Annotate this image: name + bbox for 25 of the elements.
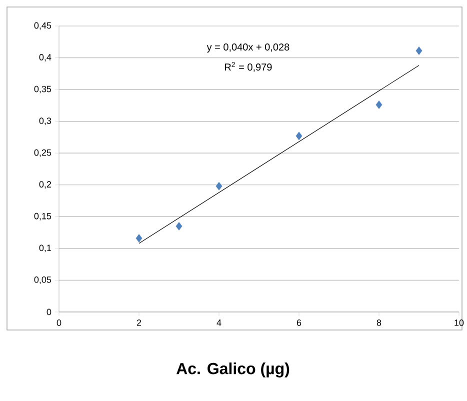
y-tick-label: 0,35 — [34, 86, 52, 94]
x-tick-label: 8 — [376, 320, 382, 326]
annotation: y = 0,040x + 0,028 — [206, 43, 290, 53]
point — [176, 222, 182, 230]
y-tick-label: 0,2 — [39, 181, 52, 189]
y-tick-label: 0,25 — [34, 149, 52, 157]
x-tick-label: 6 — [296, 320, 302, 326]
point — [296, 132, 302, 140]
y-tick-label: 0,4 — [39, 54, 52, 62]
point — [216, 182, 222, 190]
y-tick-label: 0,05 — [34, 276, 52, 284]
x-tick-label: 2 — [136, 320, 142, 326]
y-tick-label: 0,3 — [39, 118, 52, 126]
x-tick-label: 10 — [454, 320, 464, 326]
x-tick-label: 0 — [56, 320, 62, 326]
y-tick-label: 0,1 — [39, 244, 52, 252]
annotation: R$^{2}$ = 0,979 — [225, 62, 272, 72]
y-tick-label: 0 — [46, 308, 52, 316]
point — [376, 100, 382, 109]
y-tick-label: 0,45 — [34, 22, 52, 30]
x-axis-title: Ac. Galico (µg) — [176, 362, 290, 378]
point — [416, 46, 422, 55]
y-tick-label: 0,15 — [34, 212, 52, 220]
x-tick-label: 4 — [216, 320, 222, 326]
point — [136, 234, 142, 242]
